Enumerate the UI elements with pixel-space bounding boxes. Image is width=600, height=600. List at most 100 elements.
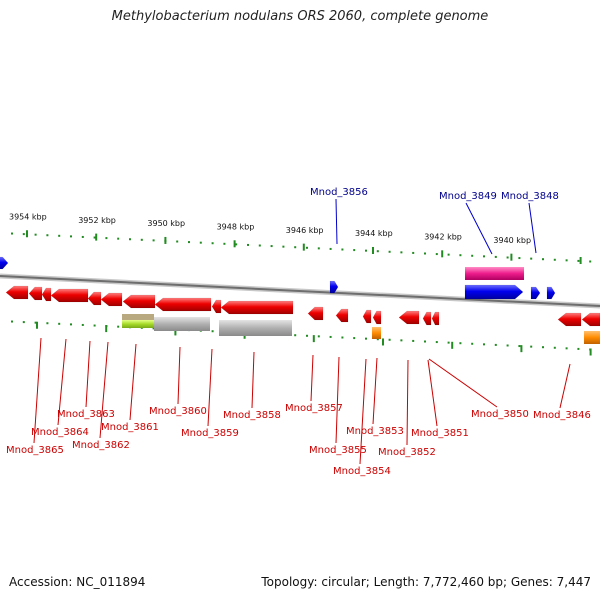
upper-tick-dot: [376, 250, 379, 253]
lower-tick-dot: [353, 337, 356, 340]
upper-tick-dot: [129, 238, 131, 241]
lower-tick-dot: [447, 341, 450, 344]
lower-major-tick: [105, 325, 108, 333]
lower-tick-dot: [435, 341, 438, 344]
orange-feature: [584, 331, 600, 344]
lower-tick-dot: [81, 323, 84, 326]
reverse-gene-arrow: [41, 287, 52, 302]
reverse-gene-arrow: [398, 310, 420, 325]
upper-tick-dot: [542, 258, 544, 261]
lower-tick-dot: [577, 347, 580, 350]
reverse-label-leader: [251, 351, 255, 409]
upper-tick-dot: [518, 257, 521, 260]
reverse-gene-label: Mnod_3852: [378, 447, 436, 458]
upper-tick-dot: [424, 252, 426, 255]
reverse-gene-arrow: [372, 310, 382, 325]
ticks-layer: 3954 kbp 3952 kbp 3950 kbp 3948 kbp 3946 kbp…: [9, 212, 592, 356]
forward-gene-arrow: [546, 286, 556, 300]
lower-tick-dot: [34, 321, 37, 324]
scale-label: 3942 kbp: [424, 233, 462, 242]
lower-tick-dot: [294, 334, 297, 337]
feature-layer: [0, 256, 600, 344]
lower-tick-dot: [58, 322, 61, 325]
reverse-label-leader: [33, 337, 42, 444]
upper-tick-dot: [530, 257, 533, 260]
reverse-label-leader: [177, 346, 181, 405]
lower-major-tick: [520, 345, 523, 353]
lime-feature: [122, 320, 154, 328]
upper-tick-dot: [199, 241, 202, 244]
upper-tick-dot: [400, 251, 403, 254]
upper-tick-dot: [235, 243, 238, 246]
lower-tick-dot: [553, 346, 556, 349]
reverse-gene-label: Mnod_3863: [57, 409, 115, 420]
reverse-gene-label: Mnod_3860: [149, 406, 207, 417]
upper-tick-dot: [46, 234, 49, 237]
upper-tick-dot: [577, 259, 580, 262]
scale-label: 3952 kbp: [78, 216, 116, 225]
scale-label: 3948 kbp: [217, 222, 255, 231]
upper-tick-dot: [459, 254, 462, 257]
lower-tick-dot: [365, 337, 367, 340]
forward-gene-label: Mnod_3848: [501, 191, 559, 202]
lower-tick-dot: [46, 322, 49, 325]
lower-tick-dot: [400, 339, 403, 342]
upper-tick-dot: [81, 235, 84, 238]
reverse-gene-arrow: [307, 306, 324, 321]
topology-text: Topology: circular; Length: 7,772,460 bp…: [261, 575, 591, 589]
upper-tick-dot: [565, 259, 568, 262]
lower-tick-dot: [70, 323, 72, 326]
reverse-label-leader: [207, 348, 213, 427]
reverse-gene-label: Mnod_3850: [471, 409, 529, 420]
lower-tick-dot: [542, 346, 544, 349]
reverse-gene-arrow: [581, 312, 600, 327]
reverse-label-leader: [57, 338, 67, 426]
reverse-gene-label: Mnod_3853: [346, 426, 404, 437]
reverse-label-leader: [559, 363, 571, 409]
forward-gene-arrow: [329, 280, 339, 294]
lower-tick-dot: [376, 338, 379, 341]
reverse-gene-arrow: [100, 292, 123, 307]
lower-tick-dot: [471, 342, 474, 345]
reverse-gene-label: Mnod_3861: [101, 422, 159, 433]
scale-label: 3950 kbp: [147, 219, 185, 228]
reverse-gene-label: Mnod_3854: [333, 466, 391, 477]
reverse-label-leader: [310, 354, 314, 402]
upper-tick-dot: [388, 250, 391, 253]
lower-tick-dot: [412, 339, 415, 342]
upper-tick-dot: [317, 247, 320, 250]
lower-tick-dot: [306, 334, 308, 337]
lower-tick-dot: [11, 320, 13, 323]
reverse-gene-label: Mnod_3858: [223, 410, 281, 421]
upper-tick-dot: [188, 241, 190, 244]
upper-major-tick: [95, 233, 98, 241]
forward-gene-label: Mnod_3856: [310, 187, 368, 198]
reverse-gene-label: Mnod_3846: [533, 410, 591, 421]
reverse-gene-arrow: [220, 300, 294, 315]
backbone-core: [0, 275, 600, 307]
upper-major-tick: [26, 230, 28, 238]
lower-tick-dot: [22, 321, 25, 324]
reverse-gene-arrow: [5, 285, 29, 300]
upper-tick-dot: [117, 237, 120, 240]
lower-tick-dot: [483, 343, 485, 346]
lower-tick-dot: [506, 344, 509, 347]
reverse-label-leader: [406, 359, 409, 446]
reverse-gene-label: Mnod_3855: [309, 445, 367, 456]
upper-tick-dot: [152, 239, 155, 242]
upper-major-tick: [302, 243, 305, 251]
reverse-gene-label: Mnod_3862: [72, 440, 130, 451]
lower-tick-dot: [424, 340, 426, 343]
upper-tick-dot: [211, 242, 214, 245]
lower-tick-dot: [459, 342, 462, 345]
reverse-gene-arrow: [431, 311, 440, 326]
lower-major-tick: [451, 341, 454, 349]
upper-tick-dot: [294, 246, 297, 249]
lower-major-tick: [382, 338, 384, 346]
upper-major-tick: [579, 257, 582, 265]
forward-label-leader: [335, 198, 338, 245]
reverse-gene-arrow: [87, 291, 102, 306]
lower-tick-dot: [211, 330, 214, 333]
reverse-gene-label: Mnod_3857: [285, 403, 343, 414]
